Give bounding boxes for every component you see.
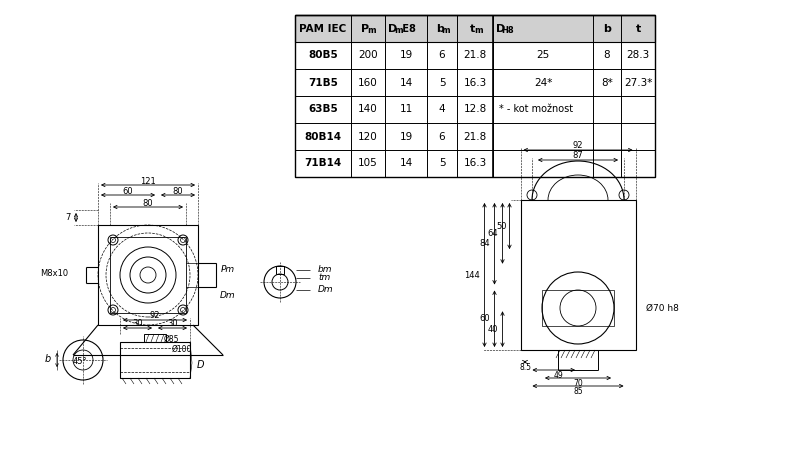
Text: Dm: Dm [220, 291, 236, 300]
Text: 16.3: 16.3 [463, 158, 486, 168]
Text: 70: 70 [573, 378, 583, 387]
Text: 64: 64 [488, 229, 498, 238]
Text: 60: 60 [122, 186, 134, 195]
Text: D: D [496, 23, 506, 33]
Bar [542, 290, 614, 326]
Text: Ø85: Ø85 [164, 334, 179, 343]
Text: 8: 8 [604, 50, 610, 60]
Bar [295, 15, 655, 177]
Text: 105: 105 [358, 158, 378, 168]
Text: D: D [196, 360, 204, 370]
Text: Dm: Dm [318, 285, 334, 294]
Text: Pm: Pm [221, 266, 235, 274]
Text: 28.3: 28.3 [626, 50, 650, 60]
Text: m: m [368, 26, 376, 35]
Bar [521, 200, 635, 350]
Text: 5: 5 [438, 158, 446, 168]
Text: 5: 5 [438, 77, 446, 87]
Bar [120, 342, 190, 378]
Text: 80B5: 80B5 [308, 50, 338, 60]
Text: 80B14: 80B14 [305, 131, 342, 141]
Text: Ø100: Ø100 [172, 345, 192, 354]
Text: M8x10: M8x10 [40, 269, 68, 278]
Text: P: P [361, 23, 369, 33]
Text: 16.3: 16.3 [463, 77, 486, 87]
Text: H8: H8 [502, 26, 514, 35]
Text: * - kot možnost: * - kot možnost [499, 104, 573, 114]
Text: 71B14: 71B14 [304, 158, 342, 168]
Text: t: t [635, 23, 641, 33]
Bar [144, 334, 166, 342]
Text: 8*: 8* [601, 77, 613, 87]
Text: 87: 87 [573, 152, 583, 161]
Text: 21.8: 21.8 [463, 50, 486, 60]
Text: 30: 30 [167, 320, 178, 328]
Text: 160: 160 [358, 77, 378, 87]
Text: 14: 14 [399, 77, 413, 87]
Text: m: m [442, 26, 450, 35]
Text: 120: 120 [358, 131, 378, 141]
Bar [98, 225, 198, 325]
Text: 92: 92 [150, 311, 160, 320]
Text: m: m [474, 26, 483, 35]
Text: 19: 19 [399, 131, 413, 141]
Text: 27.3*: 27.3* [624, 77, 652, 87]
Text: 49: 49 [554, 370, 564, 379]
Text: 80: 80 [142, 198, 154, 207]
Text: 11: 11 [399, 104, 413, 114]
Text: 14: 14 [399, 158, 413, 168]
Text: 19: 19 [399, 50, 413, 60]
Bar [295, 15, 655, 42]
Text: 63B5: 63B5 [308, 104, 338, 114]
Text: 92: 92 [573, 141, 583, 150]
Text: m: m [394, 26, 403, 35]
Text: 140: 140 [358, 104, 378, 114]
Text: 60: 60 [480, 314, 490, 323]
Text: 8.5: 8.5 [519, 363, 531, 372]
Text: 200: 200 [358, 50, 378, 60]
Text: 121: 121 [140, 176, 156, 185]
Text: 6: 6 [438, 50, 446, 60]
Bar [110, 237, 186, 313]
Text: 24*: 24* [534, 77, 552, 87]
Text: 25: 25 [536, 50, 550, 60]
Text: 45°: 45° [73, 357, 87, 366]
Text: 12.8: 12.8 [463, 104, 486, 114]
Text: 21.8: 21.8 [463, 131, 486, 141]
Text: 4: 4 [438, 104, 446, 114]
Text: D: D [388, 23, 398, 33]
Text: tm: tm [318, 274, 330, 283]
Text: 144: 144 [464, 270, 479, 279]
Text: 85: 85 [573, 387, 583, 396]
Text: b: b [603, 23, 611, 33]
Text: 50: 50 [496, 221, 506, 230]
Text: b: b [436, 23, 444, 33]
Text: 40: 40 [488, 324, 498, 333]
Text: Ø70 h8: Ø70 h8 [646, 303, 678, 312]
Text: 71B5: 71B5 [308, 77, 338, 87]
Text: 7: 7 [66, 213, 71, 222]
Text: PAM IEC: PAM IEC [299, 23, 346, 33]
Text: 80: 80 [173, 186, 183, 195]
Text: t: t [470, 23, 476, 33]
Text: 6: 6 [438, 131, 446, 141]
Text: bm: bm [318, 266, 333, 274]
Bar [276, 266, 284, 274]
Text: E8: E8 [398, 23, 415, 33]
Text: 84: 84 [480, 239, 490, 248]
Text: b: b [45, 354, 51, 364]
Text: 30: 30 [132, 320, 143, 328]
